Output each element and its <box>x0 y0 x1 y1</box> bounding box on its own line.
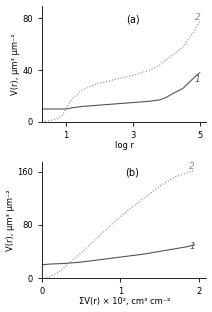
Y-axis label: V(r), μm³ μm⁻²: V(r), μm³ μm⁻² <box>6 189 15 251</box>
X-axis label: log r: log r <box>115 141 134 150</box>
Y-axis label: V(r), μm³ μm⁻²: V(r), μm³ μm⁻² <box>11 33 20 95</box>
X-axis label: ΣV(r) × 10², cm³ cm⁻²: ΣV(r) × 10², cm³ cm⁻² <box>79 297 170 306</box>
Text: 1: 1 <box>195 75 201 84</box>
Text: (b): (b) <box>126 168 139 178</box>
Text: (a): (a) <box>126 15 139 25</box>
Text: 1: 1 <box>189 241 195 251</box>
Text: 2: 2 <box>195 13 201 22</box>
Text: 2: 2 <box>189 162 195 171</box>
